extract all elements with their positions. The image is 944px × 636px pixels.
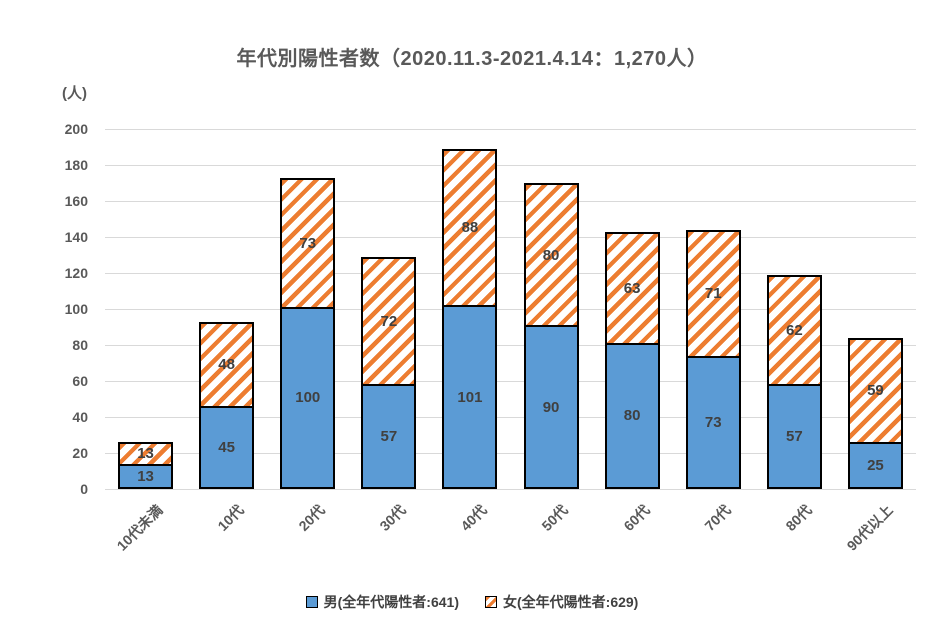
x-axis-label: 10代未満	[113, 501, 166, 554]
bar-segment-male: 80	[604, 344, 660, 489]
gridline	[105, 164, 916, 166]
x-axis-label: 40代	[457, 501, 490, 534]
gridline	[105, 272, 916, 274]
bar-7: 71 73	[685, 229, 741, 489]
value-label-male: 90	[542, 398, 560, 416]
x-axis-label: 70代	[701, 501, 734, 534]
bar-2: 73 100	[280, 177, 336, 489]
bar-1: 48 45	[199, 321, 255, 489]
gridline	[105, 452, 916, 454]
x-axis-label: 30代	[376, 501, 409, 534]
bar-segment-female: 73	[280, 177, 336, 309]
value-label-male: 100	[295, 389, 321, 407]
value-label-female: 80	[542, 246, 560, 264]
bar-segment-female: 80	[523, 183, 579, 327]
bar-0: 13 13	[118, 442, 174, 489]
legend-label-male: 男(全年代陽性者:641)	[323, 594, 459, 610]
value-label-male: 57	[786, 428, 803, 446]
bar-8: 62 57	[766, 274, 822, 489]
value-label-female: 62	[786, 322, 803, 340]
female-series-swatch-icon	[485, 596, 497, 608]
y-tick-label: 140	[64, 229, 88, 245]
y-tick-label: 40	[72, 409, 88, 425]
bar-segment-male: 57	[361, 386, 417, 489]
gridline	[105, 200, 916, 202]
bar-segment-female: 63	[604, 231, 660, 345]
value-label-female: 88	[461, 219, 479, 237]
value-label-male: 45	[218, 438, 235, 456]
bar-segment-male: 90	[523, 327, 579, 489]
bar-segment-female: 72	[361, 256, 417, 387]
bar-5: 80 90	[523, 183, 579, 489]
bar-3: 72 57	[361, 256, 417, 489]
value-label-female: 72	[380, 313, 398, 331]
bar-9: 59 25	[847, 337, 903, 489]
x-axis-label: 80代	[782, 501, 815, 534]
legend-item-female: 女(全年代陽性者:629)	[485, 592, 638, 612]
bar-segment-female: 88	[442, 148, 498, 308]
y-tick-label: 160	[64, 193, 88, 209]
value-label-female: 71	[704, 285, 722, 303]
bar-segment-female: 13	[118, 442, 174, 466]
value-label-female: 13	[137, 445, 154, 463]
bar-segment-male: 101	[442, 307, 498, 489]
bar-segment-male: 57	[766, 386, 822, 489]
value-label-male: 57	[380, 428, 398, 446]
gridline	[105, 308, 916, 310]
value-label-male: 101	[457, 388, 483, 406]
gridline	[105, 416, 916, 418]
gridline	[105, 236, 916, 238]
value-label-female: 63	[623, 279, 641, 297]
value-label-female: 59	[867, 382, 884, 400]
gridline	[105, 344, 916, 346]
x-axis-label: 90代以上	[843, 501, 896, 554]
bar-segment-female: 62	[766, 274, 822, 387]
bar-segment-male: 13	[118, 465, 174, 489]
plot-area: 13 13 48 45 73 100 72 57 88 101 80 90 63 80 71 73 62 57 59…	[105, 128, 916, 490]
value-label-male: 25	[867, 456, 884, 474]
y-tick-label: 180	[64, 157, 88, 173]
chart-title: 年代別陽性者数（2020.11.3-2021.4.14：1,270人）	[236, 48, 708, 70]
value-label-male: 80	[623, 407, 641, 425]
y-tick-label: 120	[64, 265, 88, 281]
x-axis-label: 20代	[295, 501, 328, 534]
bar-segment-female: 59	[847, 337, 903, 444]
x-axis-label: 10代	[214, 501, 247, 534]
bar-segment-male: 100	[280, 308, 336, 489]
bar-6: 63 80	[604, 231, 660, 489]
bar-segment-female: 71	[685, 229, 741, 358]
x-axis-label: 60代	[619, 501, 653, 534]
y-tick-label: 200	[64, 121, 88, 137]
value-label-female: 73	[299, 234, 317, 252]
y-tick-label: 80	[72, 337, 88, 353]
value-label-female: 48	[218, 356, 235, 374]
bar-segment-male: 73	[685, 357, 741, 489]
male-series-swatch-icon	[305, 596, 318, 608]
gridline	[105, 128, 916, 130]
gridline	[105, 380, 916, 382]
legend: 男(全年代陽性者:641) 女(全年代陽性者:629)	[0, 592, 944, 612]
y-tick-label: 20	[72, 445, 88, 461]
y-tick-label: 60	[72, 373, 88, 389]
bar-segment-male: 25	[847, 443, 903, 489]
x-axis-label: 50代	[538, 501, 572, 534]
legend-label-female: 女(全年代陽性者:629)	[503, 594, 639, 610]
bar-segment-male: 45	[199, 407, 255, 489]
legend-item-male: 男(全年代陽性者:641)	[305, 592, 459, 612]
value-label-male: 13	[137, 467, 154, 485]
y-tick-label: 100	[64, 301, 88, 317]
gridline	[105, 488, 916, 490]
y-axis-unit-label: (人)	[62, 85, 87, 102]
bar-4: 88 101	[442, 148, 498, 489]
bar-segment-female: 48	[199, 321, 255, 408]
y-tick-label: 0	[80, 481, 88, 497]
value-label-male: 73	[704, 413, 722, 431]
